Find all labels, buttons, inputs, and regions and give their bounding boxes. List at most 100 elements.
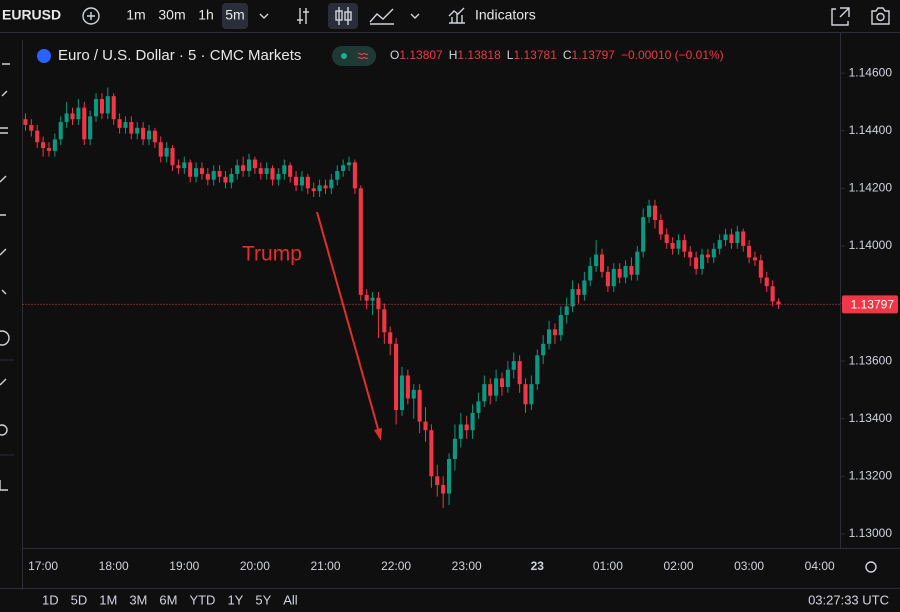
market-status[interactable]: [332, 46, 376, 66]
range-button[interactable]: 1D: [42, 592, 59, 607]
x-tick-label: 01:00: [593, 559, 623, 573]
candle-body: [411, 389, 416, 399]
candle-body: [482, 384, 487, 402]
settings-icon[interactable]: [865, 561, 877, 573]
add-symbol-icon[interactable]: [82, 7, 100, 25]
candle-body: [511, 361, 516, 370]
range-button[interactable]: 5Y: [255, 592, 271, 607]
range-button[interactable]: 1Y: [227, 592, 243, 607]
candle-body: [446, 459, 452, 494]
candle-body: [52, 139, 57, 151]
candle-body: [529, 384, 534, 405]
candle-body: [523, 384, 528, 405]
candle-body: [35, 130, 40, 143]
candle-body: [470, 412, 475, 431]
snapshot-icon[interactable]: [871, 7, 890, 25]
area-icon[interactable]: [369, 8, 394, 25]
interval-dropdown[interactable]: [259, 13, 269, 19]
lens: [876, 12, 885, 22]
toolbar: [0, 0, 900, 32]
candle-body: [664, 234, 669, 244]
candle-body: [270, 168, 275, 180]
y-tick-label: 1.14600: [849, 65, 893, 79]
candle-body: [541, 343, 546, 356]
candle-body: [241, 165, 246, 172]
interval-button[interactable]: 5m: [225, 7, 244, 23]
candle-body: [517, 361, 522, 385]
candle-body: [399, 375, 405, 411]
candle-body: [764, 277, 769, 287]
indicators-icon[interactable]: [448, 7, 465, 24]
candle-body: [723, 234, 728, 241]
range-button[interactable]: 3M: [129, 592, 147, 607]
y-tick-label: 1.13600: [849, 353, 893, 367]
candle-body: [658, 219, 663, 235]
candle-body: [346, 162, 352, 166]
candle-body: [258, 168, 263, 174]
candle-body: [364, 294, 369, 301]
candle-body: [735, 231, 740, 244]
interval-button[interactable]: 1m: [126, 7, 145, 23]
interval-button[interactable]: 1h: [198, 7, 214, 23]
annotation: Trump: [242, 243, 302, 266]
candle-body: [647, 205, 652, 218]
candle-body: [129, 122, 134, 134]
candle-body: [41, 142, 46, 148]
candle-body: [299, 176, 305, 186]
candle-body: [105, 96, 110, 114]
bar-style-icon[interactable]: [297, 8, 309, 24]
symbol[interactable]: EURUSD: [2, 7, 61, 23]
candle-body: [747, 245, 752, 258]
range-button[interactable]: 1M: [99, 592, 117, 607]
candle-body: [429, 430, 434, 477]
candle-body: [476, 401, 481, 413]
interval-button[interactable]: 30m: [158, 7, 185, 23]
y-tick-label: 1.13000: [849, 526, 893, 540]
ohlc-label: H: [449, 48, 458, 62]
chart-title: Euro / U.S. Dollar · 5 · CMC Markets: [58, 47, 301, 64]
y-tick-label: 1.13400: [849, 411, 893, 425]
candle-body: [164, 147, 169, 157]
candle-body: [552, 329, 558, 336]
candle-body: [452, 438, 457, 460]
status-dot: [341, 53, 347, 59]
range-button[interactable]: 5D: [71, 592, 88, 607]
candle-body: [682, 240, 687, 252]
candle-body: [70, 113, 75, 120]
candle-body: [694, 257, 699, 269]
candle-body: [564, 306, 569, 316]
candle-body: [23, 119, 28, 125]
zoom-icon[interactable]: [0, 424, 8, 436]
candle-body: [29, 124, 34, 131]
fullscreen-icon[interactable]: [831, 7, 850, 26]
candle-body: [123, 122, 128, 128]
candle-body: [317, 185, 322, 192]
candle-body: [64, 113, 69, 123]
candle-icon[interactable]: [338, 7, 349, 25]
candle-body: [158, 142, 163, 157]
range-button[interactable]: All: [283, 592, 298, 607]
active-interval-bg: [222, 3, 248, 29]
drawing-tools[interactable]: [0, 63, 10, 491]
candle-body: [435, 476, 440, 485]
symbol-flag: [37, 49, 51, 63]
candle-body: [594, 254, 599, 267]
y-tick-label: 1.14400: [849, 123, 893, 137]
candle-body: [752, 257, 758, 261]
x-tick-label: 21:00: [310, 559, 340, 573]
candle-body: [188, 162, 193, 177]
indicators-button[interactable]: Indicators: [475, 7, 536, 23]
candle-body: [688, 251, 693, 258]
candle-body: [141, 127, 146, 140]
range-button[interactable]: 6M: [159, 592, 177, 607]
change: −0.00010 (−0.01%): [621, 48, 724, 62]
candle-body: [758, 260, 763, 278]
style-dropdown[interactable]: [410, 13, 420, 19]
candle-body: [199, 168, 205, 174]
status-wave: [357, 52, 369, 60]
range-button[interactable]: YTD: [189, 592, 215, 607]
candle-body: [335, 171, 340, 180]
tool-icon[interactable]: [0, 330, 10, 346]
candle-body: [705, 254, 710, 258]
candle-body: [146, 130, 152, 140]
